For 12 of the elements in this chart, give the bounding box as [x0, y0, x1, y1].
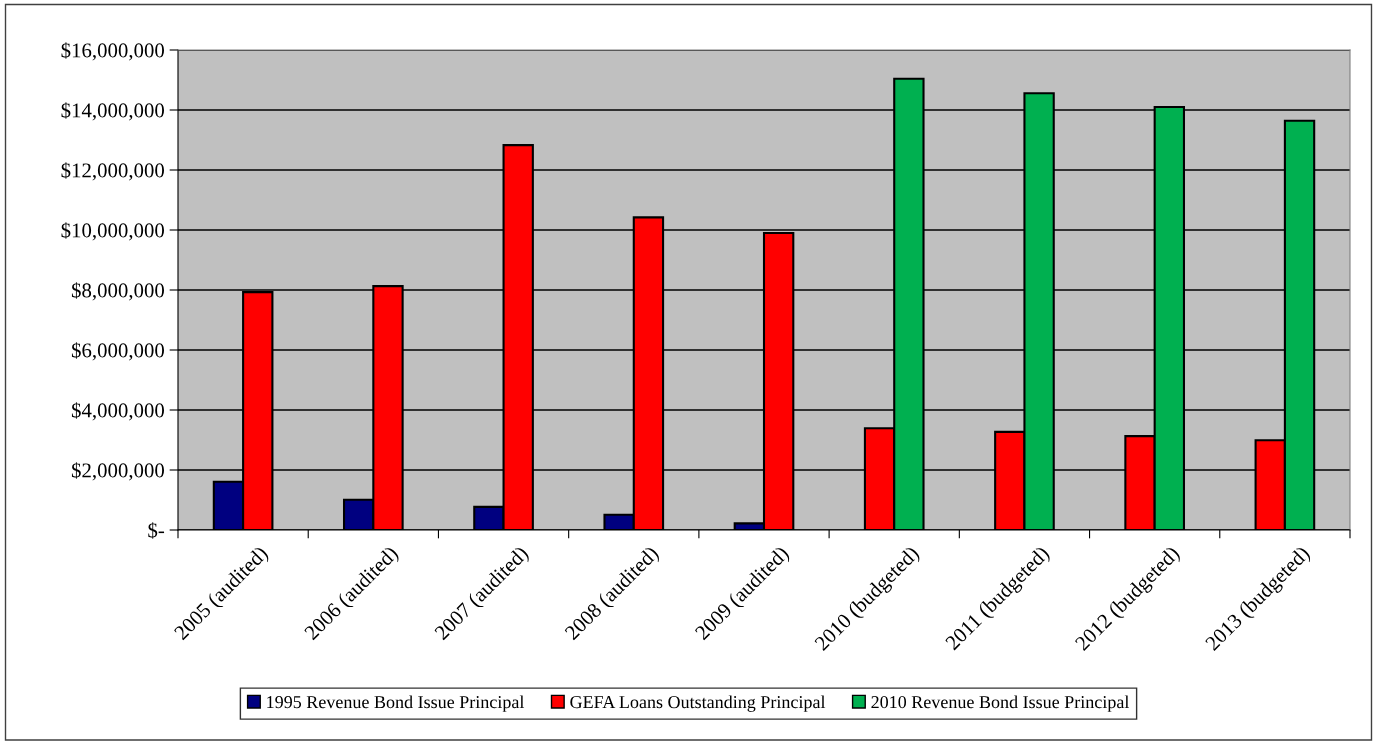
y-tick-label: $16,000,000: [61, 42, 165, 61]
legend-label: GEFA Loans Outstanding Principal: [570, 695, 826, 712]
y-tick-label: $12,000,000: [61, 162, 165, 181]
legend-label: 1995 Revenue Bond Issue Principal: [267, 695, 525, 712]
legend-label: 2010 Revenue Bond Issue Principal: [871, 695, 1130, 712]
y-tick-label: $4,000,000: [71, 402, 165, 421]
y-tick-label: $14,000,000: [61, 102, 165, 121]
y-tick-label: $-: [148, 522, 165, 539]
y-tick-label: $2,000,000: [71, 462, 165, 481]
y-tick-label: $8,000,000: [71, 282, 165, 301]
y-tick-label: $6,000,000: [71, 342, 165, 361]
y-tick-label: $10,000,000: [61, 222, 165, 241]
